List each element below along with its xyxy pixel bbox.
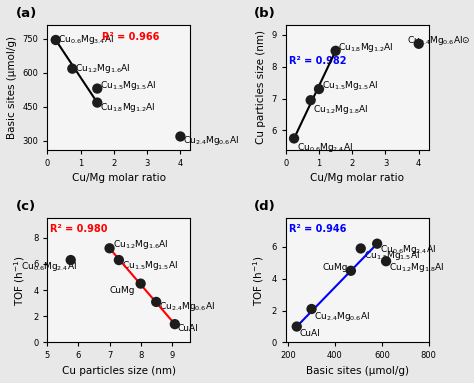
Text: (b): (b) xyxy=(254,7,276,20)
Text: Cu$_{2.4}$Mg$_{0.6}$Al: Cu$_{2.4}$Mg$_{0.6}$Al xyxy=(183,134,239,147)
Text: Cu$_{1.8}$Mg$_{1.2}$Al: Cu$_{1.8}$Mg$_{1.2}$Al xyxy=(338,41,394,54)
Text: (c): (c) xyxy=(16,200,36,213)
Text: Cu$_{0.6}$Mg$_{2.4}$Al: Cu$_{0.6}$Mg$_{2.4}$Al xyxy=(380,243,436,256)
X-axis label: Basic sites (μmol/g): Basic sites (μmol/g) xyxy=(306,366,409,376)
Point xyxy=(52,37,60,43)
Text: R² = 0.946: R² = 0.946 xyxy=(289,224,346,234)
X-axis label: Cu/Mg molar ratio: Cu/Mg molar ratio xyxy=(310,173,404,183)
Y-axis label: TOF (h$^{-1}$): TOF (h$^{-1}$) xyxy=(251,255,266,306)
Point xyxy=(374,241,381,247)
Text: Cu$_{1.2}$Mg$_{1.6}$Al: Cu$_{1.2}$Mg$_{1.6}$Al xyxy=(75,62,131,75)
Text: Cu$_{2.4}$Mg$_{0.6}$Al: Cu$_{2.4}$Mg$_{0.6}$Al xyxy=(159,300,215,313)
Point xyxy=(332,48,339,54)
Point xyxy=(307,97,314,103)
Text: R² = 0.980: R² = 0.980 xyxy=(50,224,108,234)
Text: (a): (a) xyxy=(16,7,37,20)
Point xyxy=(152,299,160,305)
Point xyxy=(93,85,101,92)
Y-axis label: TOF (h$^{-1}$): TOF (h$^{-1}$) xyxy=(13,255,27,306)
Text: Cu$_{1.2}$Mg$_{1.8}$Al: Cu$_{1.2}$Mg$_{1.8}$Al xyxy=(389,262,445,274)
Text: Cu$_{1.5}$Mg$_{1.5}$Al: Cu$_{1.5}$Mg$_{1.5}$Al xyxy=(322,79,378,92)
Text: CuAl: CuAl xyxy=(178,324,199,332)
Point xyxy=(290,135,298,141)
Point xyxy=(93,100,101,106)
Point xyxy=(115,257,123,263)
Point xyxy=(347,268,355,274)
Point xyxy=(293,324,301,330)
Text: R² = 0.982: R² = 0.982 xyxy=(289,56,346,66)
Text: Cu$_{1.2}$Mg$_{1.8}$Al: Cu$_{1.2}$Mg$_{1.8}$Al xyxy=(313,103,369,116)
Text: Cu$_{0.6}$Mg$_{2.4}$Al: Cu$_{0.6}$Mg$_{2.4}$Al xyxy=(297,141,353,154)
Point xyxy=(69,65,76,72)
Text: (d): (d) xyxy=(254,200,276,213)
Text: Cu$_{0.6}$Mg$_{3.4}$Al: Cu$_{0.6}$Mg$_{3.4}$Al xyxy=(58,33,114,46)
Text: Cu$_{1.2}$Mg$_{1.6}$Al: Cu$_{1.2}$Mg$_{1.6}$Al xyxy=(113,238,168,251)
Text: Cu$_{0.6}$Mg$_{2.4}$Al: Cu$_{0.6}$Mg$_{2.4}$Al xyxy=(21,260,77,273)
Text: CuMg: CuMg xyxy=(109,286,135,295)
Point xyxy=(137,280,145,286)
Point xyxy=(382,258,390,264)
Point xyxy=(315,86,323,92)
Y-axis label: Cu particles size (nm): Cu particles size (nm) xyxy=(256,30,266,144)
Point xyxy=(415,41,422,47)
Point xyxy=(177,133,184,139)
Text: Cu$_{1.5}$Mg$_{1.5}$Al: Cu$_{1.5}$Mg$_{1.5}$Al xyxy=(100,79,156,92)
Text: CuMg: CuMg xyxy=(323,263,348,272)
Text: Cu$_{1.5}$Mg$_{1.5}$Al: Cu$_{1.5}$Mg$_{1.5}$Al xyxy=(364,249,419,262)
Text: Cu$_{2.4}$Mg$_{0.6}$Al⊙: Cu$_{2.4}$Mg$_{0.6}$Al⊙ xyxy=(407,34,471,47)
Text: Cu$_{2.4}$Mg$_{0.6}$Al: Cu$_{2.4}$Mg$_{0.6}$Al xyxy=(314,310,370,323)
Text: CuAl: CuAl xyxy=(300,329,320,338)
Text: R² = 0.966: R² = 0.966 xyxy=(102,31,159,41)
Point xyxy=(67,257,74,263)
Text: Cu$_{1.8}$Mg$_{1.2}$Al: Cu$_{1.8}$Mg$_{1.2}$Al xyxy=(100,101,155,114)
Point xyxy=(106,245,113,251)
Point xyxy=(171,321,179,327)
X-axis label: Cu particles size (nm): Cu particles size (nm) xyxy=(62,366,176,376)
Y-axis label: Basic sites (μmol/g): Basic sites (μmol/g) xyxy=(7,36,17,139)
Point xyxy=(308,306,315,312)
Text: Cu$_{1.5}$Mg$_{1.5}$Al: Cu$_{1.5}$Mg$_{1.5}$Al xyxy=(122,259,178,272)
X-axis label: Cu/Mg molar ratio: Cu/Mg molar ratio xyxy=(72,173,166,183)
Point xyxy=(357,246,365,252)
